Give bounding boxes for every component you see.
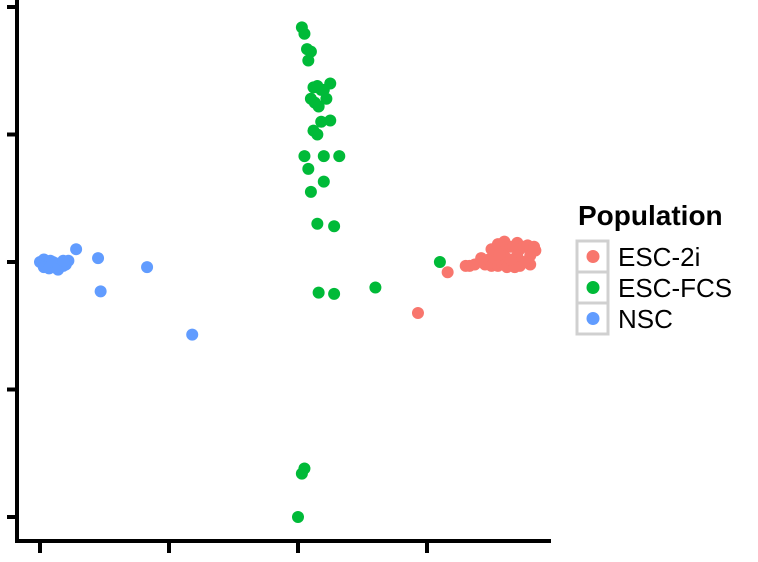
data-point [312, 286, 325, 299]
data-point [317, 175, 330, 188]
data-point [92, 252, 105, 265]
data-point [324, 77, 337, 90]
data-point [324, 114, 337, 127]
legend-label: ESC-FCS [618, 273, 732, 303]
data-point [411, 307, 424, 319]
data-point [302, 162, 315, 175]
legend-item: ESC-FCS [575, 270, 732, 305]
data-point [295, 467, 308, 480]
data-point [94, 285, 107, 298]
legend-key-dot [586, 250, 600, 263]
data-point [312, 100, 325, 113]
axes-layer [15, 0, 551, 543]
data-point [369, 281, 382, 294]
data-point [493, 248, 506, 261]
legend-label: ESC-2i [618, 242, 700, 272]
data-point [328, 287, 341, 300]
data-point [315, 115, 328, 128]
legend-label: NSC [618, 304, 673, 334]
data-point [302, 54, 315, 67]
data-point [504, 253, 517, 266]
data-point [186, 328, 199, 341]
data-point [333, 150, 346, 163]
data-point [70, 243, 83, 256]
series-esc-fcs [292, 21, 446, 523]
y-ticks [7, 5, 17, 519]
data-point [298, 27, 311, 40]
data-point [52, 263, 65, 276]
legend-item: NSC [575, 301, 673, 336]
data-point [298, 150, 311, 163]
legend-title: Population [578, 200, 723, 231]
data-point [57, 254, 70, 267]
legend-item: ESC-2i [575, 239, 700, 274]
data-point [311, 217, 324, 230]
legend-key-dot [586, 281, 600, 294]
data-point [292, 511, 304, 523]
data-point [320, 92, 333, 105]
x-ticks [38, 541, 429, 553]
data-point [441, 266, 454, 279]
data-point [311, 128, 324, 141]
data-point [433, 256, 446, 268]
legend-key-box [575, 301, 610, 336]
data-point [304, 185, 317, 198]
legend-key-dot [586, 312, 600, 325]
points-layer [34, 21, 542, 523]
data-point [328, 220, 341, 233]
data-point [317, 150, 330, 163]
data-point [141, 261, 154, 274]
series-nsc [34, 243, 199, 341]
series-esc-2i [411, 235, 542, 319]
